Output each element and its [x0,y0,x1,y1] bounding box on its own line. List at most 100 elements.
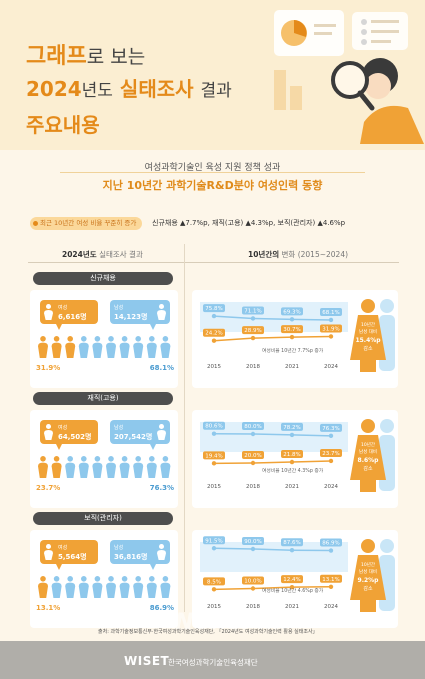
female-value-label: 28.9% [244,328,261,334]
male-value-label: 80.6% [205,424,222,430]
female-trend-line [213,335,332,342]
male-share-icon [119,336,130,358]
section-label-new-hire: 신규채용 [33,272,173,285]
male-count: 207,542명 [114,432,152,441]
x-tick-label: 2018 [246,604,260,610]
female-person-icon [44,544,53,560]
male-point [289,317,295,322]
side-note-line2: 남성 대비 [359,568,377,575]
subtitle-trend: 지난 10년간 과학기술R&D분야 여성인력 동향 [102,179,323,192]
female-value-label: 19.4% [205,453,222,459]
male-value-label: 78.2% [283,425,300,431]
female-trend-line [213,586,332,591]
side-note-line4: 감소 [363,585,373,592]
male-share-pct: 86.9% [150,604,174,612]
male-point [328,548,334,553]
male-bubble-tail [150,564,156,570]
x-tick-label: 2015 [207,604,221,610]
female-point [211,587,217,592]
side-note-line2: 남성 대비 [359,328,377,335]
female-value-tag [281,450,303,459]
male-value-label: 91.5% [205,538,222,544]
female-point [250,460,256,466]
male-share-icon [146,456,157,478]
female-person-icon [44,424,53,440]
female-count-bubble [40,300,98,324]
newspim-watermark: NewsPim [175,610,289,635]
male-share-icon [92,336,103,358]
x-tick-label: 2024 [324,484,338,490]
male-person-icon [157,304,166,320]
male-share-icon [160,336,171,358]
male-share-icon [65,576,76,598]
female-value-label: 13.1% [322,577,339,583]
female-share-icon [38,336,48,358]
side-note-line4: 감소 [363,345,373,352]
subtitle-policy: 여성과학기술인 육성 지원 정책 성과 [144,163,281,173]
female-value-label: 31.9% [322,326,339,332]
section-label-manager: 보직(관리자) [33,512,173,525]
wiset-logo: WISET [124,654,170,668]
side-note-line1: 10년간 [361,561,375,568]
female-value-tag [203,451,225,460]
male-value-tag [242,537,264,545]
female-value-label: 20.0% [244,453,261,459]
subtitle-divider [60,172,365,173]
header-divider [28,262,399,263]
male-share-pct: 76.3% [150,484,174,492]
male-value-label: 80.0% [244,424,261,430]
title-line-1: 그래프로 보는 [26,44,146,69]
summary-stats: 신규채용 ▲7.7%p, 재직(고용) ▲4.3%p, 보직(관리자) ▲4.6… [152,219,346,227]
male-share-icon [78,336,89,358]
female-person-icon [44,304,53,320]
female-bubble-tail [56,444,62,450]
female-value-tag [320,324,342,333]
male-label: 남성 [114,304,123,311]
male-value-label: 90.0% [244,539,261,545]
male-point [211,431,217,436]
female-value-label: 24.2% [205,331,222,337]
hero-banner: 그래프로 보는 2024년도 실태조사 결과 주요내용 [0,0,425,150]
male-count-bubble [110,540,170,564]
male-value-label: 75.8% [205,306,222,312]
female-count: 64,502명 [58,432,91,441]
female-share-icon [51,336,62,358]
x-tick-label: 2024 [324,604,338,610]
female-share-icon [51,456,62,478]
male-value-tag [203,304,225,313]
female-silhouette-legs [360,360,376,372]
male-label: 남성 [114,424,123,431]
female-count: 5,564명 [58,552,87,561]
trend-note: 여성비율 10년간 4.3%p 증가 [262,467,324,474]
female-silhouette-head [361,419,375,433]
female-point [289,334,295,340]
male-share-icon [160,456,171,478]
female-count-bubble [40,420,98,444]
female-value-label: 21.8% [283,452,300,458]
male-share-icon [106,576,116,598]
summary-pill: 최근 10년간 여성 비율 꾸준히 증가 [30,217,143,230]
male-share-icon [106,336,116,358]
male-trend-line [213,547,332,552]
female-silhouette-head [361,539,375,553]
male-share-icon [133,456,144,478]
source-note: 출처: 과학기술정보통신부·한국여성과학기술인육성재단, 「2024년도 여성과… [98,629,318,635]
male-value-tag [320,423,342,432]
side-note-value: 9.2%p [358,577,380,584]
female-point [289,584,295,590]
male-point [328,317,334,323]
female-value-tag [281,575,303,584]
male-value-tag [203,536,225,545]
female-value-tag [320,574,342,583]
female-point [328,458,334,464]
male-value-tag [320,538,342,547]
x-tick-label: 2015 [207,364,221,370]
female-silhouette-body [350,315,386,360]
title-line-2: 2024년도 실태조사 결과 [26,77,232,101]
male-share-icon [146,576,157,598]
x-tick-label: 2018 [246,484,260,490]
male-band [200,542,348,572]
female-value-tag [320,448,342,457]
male-share-icon [106,456,116,478]
